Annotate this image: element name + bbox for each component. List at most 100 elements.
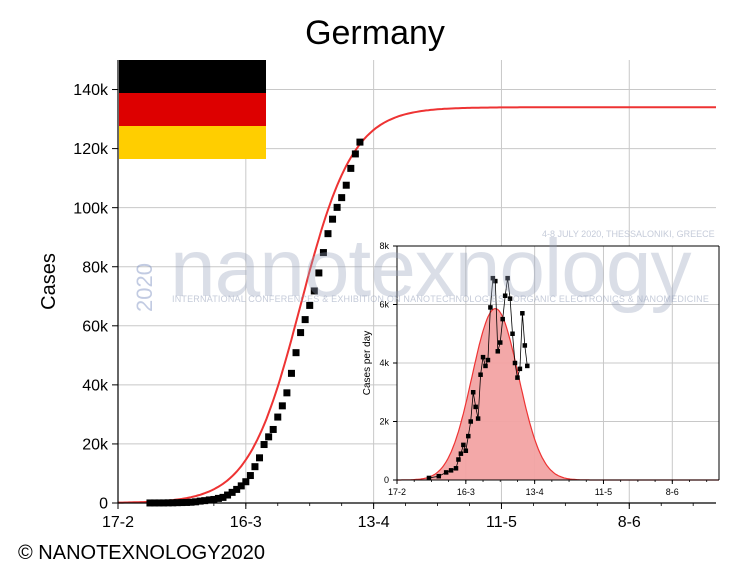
main-data-point bbox=[324, 230, 332, 238]
main-data-point bbox=[269, 425, 277, 433]
inset-data-point bbox=[485, 357, 491, 363]
main-data-point bbox=[187, 498, 195, 506]
inset-data-point bbox=[502, 293, 508, 298]
main-y-tick-label: 80k bbox=[82, 259, 109, 276]
main-data-point bbox=[315, 269, 323, 277]
inset-data-point bbox=[461, 442, 466, 448]
main-y-tick-label: 100k bbox=[73, 200, 109, 217]
main-data-point bbox=[196, 497, 204, 505]
main-data-point bbox=[278, 402, 286, 410]
inset-data-point bbox=[500, 316, 505, 322]
main-data-point bbox=[228, 488, 236, 496]
inset-x-tick-label: 16-3 bbox=[457, 487, 475, 497]
inset-data-point bbox=[490, 275, 496, 281]
inset-data-point bbox=[522, 343, 528, 348]
main-data-point bbox=[246, 472, 254, 480]
flag-stripe bbox=[119, 126, 266, 159]
inset-y-tick-label: 6k bbox=[379, 300, 389, 310]
inset-data-point bbox=[525, 363, 530, 369]
main-x-tick-label: 13-4 bbox=[358, 514, 390, 531]
main-x-tick-label: 11-5 bbox=[486, 514, 517, 531]
main-data-point bbox=[237, 482, 245, 490]
inset-data-point bbox=[473, 404, 478, 410]
inset-fit-area bbox=[397, 308, 719, 480]
main-data-point bbox=[265, 433, 273, 441]
inset-data-point bbox=[493, 278, 498, 284]
inset-panel: 0 2k 4k 6k 8k 17-2 16-3 13-4 11-5 8-6 Cases per da… bbox=[362, 241, 720, 497]
flag-stripe bbox=[119, 60, 266, 93]
main-data-point bbox=[256, 454, 264, 462]
inset-data-point bbox=[505, 275, 510, 281]
main-y-tick-label: 20k bbox=[82, 437, 109, 454]
inset-data-point bbox=[478, 372, 483, 377]
main-data-point bbox=[351, 150, 359, 158]
main-data-point bbox=[306, 301, 314, 309]
inset-data-point bbox=[510, 331, 515, 336]
germany-flag-icon bbox=[119, 60, 266, 159]
inset-data-point bbox=[470, 390, 476, 395]
main-data-point bbox=[347, 164, 355, 172]
main-data-point bbox=[219, 493, 227, 501]
inset-x-tick-label: 8-6 bbox=[666, 487, 679, 497]
main-data-point bbox=[287, 369, 295, 377]
main-data-point bbox=[242, 478, 250, 486]
main-x-tick-label: 17-2 bbox=[102, 514, 134, 531]
inset-x-tick-label: 13-4 bbox=[526, 487, 544, 497]
main-y-tick-label: 120k bbox=[73, 141, 109, 158]
inset-y-tick-label: 0 bbox=[384, 475, 389, 485]
main-data-point bbox=[224, 491, 232, 499]
inset-y-axis-title: Cases per day bbox=[362, 331, 373, 395]
inset-y-tick-label: 4k bbox=[379, 358, 389, 368]
inset-data-point bbox=[426, 475, 432, 481]
chart-title: Germany bbox=[305, 14, 445, 52]
inset-data-point bbox=[507, 296, 513, 301]
main-data-point bbox=[251, 463, 259, 471]
main-data-point bbox=[333, 203, 341, 211]
inset-data-point bbox=[466, 433, 471, 439]
main-x-tick-label: 8-6 bbox=[618, 514, 641, 531]
inset-data-point bbox=[443, 470, 449, 475]
main-data-point bbox=[356, 138, 364, 146]
inset-data-point bbox=[456, 457, 461, 462]
inset-data-point bbox=[483, 363, 488, 369]
inset-data-point bbox=[488, 305, 493, 310]
inset-data-point bbox=[436, 473, 442, 479]
main-y-tick-label: 140k bbox=[73, 82, 109, 99]
flag-stripe bbox=[119, 93, 266, 126]
main-data-point bbox=[338, 194, 346, 202]
main-data-point bbox=[283, 389, 291, 397]
main-y-tick-label: 0 bbox=[99, 496, 108, 513]
main-y-tick-label: 60k bbox=[82, 318, 109, 335]
inset-y-tick-label: 2k bbox=[379, 417, 389, 427]
main-x-tick-label: 16-3 bbox=[230, 514, 262, 531]
main-data-point bbox=[329, 215, 337, 223]
inset-data-point bbox=[458, 451, 464, 456]
inset-data-point bbox=[512, 360, 518, 366]
inset-data-point bbox=[517, 366, 523, 372]
inset-data-point bbox=[497, 340, 503, 345]
main-data-point bbox=[192, 498, 200, 506]
inset-x-tick-label: 11-5 bbox=[595, 487, 612, 497]
copyright-text: © NANOTEXNOLOGY2020 bbox=[18, 542, 266, 564]
inset-y-tick-label: 8k bbox=[379, 241, 389, 251]
main-data-point bbox=[310, 287, 318, 295]
main-data-point bbox=[301, 316, 309, 324]
inset-data-point bbox=[480, 354, 486, 360]
main-fit-curve bbox=[118, 106, 716, 504]
inset-data-point bbox=[463, 448, 469, 453]
inset-data-point bbox=[475, 416, 481, 421]
inset-data-point bbox=[520, 311, 525, 316]
main-data-point bbox=[205, 496, 213, 504]
inset-data-point bbox=[453, 466, 459, 471]
main-data-point bbox=[233, 485, 241, 493]
main-data-point bbox=[210, 495, 218, 503]
main-y-axis-title: Cases bbox=[38, 253, 60, 310]
inset-data-line bbox=[428, 277, 528, 479]
main-data-point bbox=[260, 441, 268, 449]
inset-data-point bbox=[495, 349, 501, 354]
main-data-point bbox=[342, 181, 350, 189]
inset-data-point bbox=[448, 468, 454, 473]
main-data-point bbox=[297, 329, 305, 337]
